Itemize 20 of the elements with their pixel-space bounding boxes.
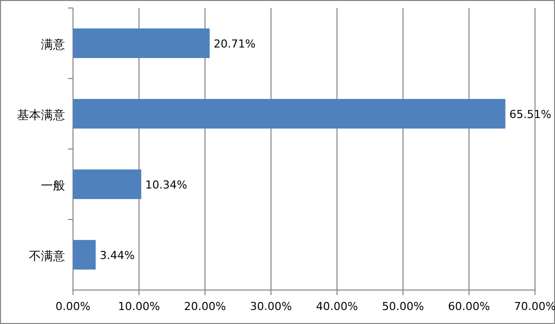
x-tick-label: 40.00% (316, 300, 358, 313)
x-tick-label: 70.00% (514, 300, 555, 313)
bar (73, 28, 210, 58)
y-tick-label: 一般 (41, 178, 65, 192)
x-tick-label: 10.00% (118, 300, 160, 313)
x-tick-label: 30.00% (250, 300, 292, 313)
bar (73, 240, 96, 270)
y-tick-label: 不满意 (29, 248, 65, 263)
x-tick-label: 0.00% (56, 300, 90, 313)
x-tick-label: 60.00% (448, 300, 490, 313)
x-tick-label: 50.00% (382, 300, 424, 313)
bar (73, 169, 142, 200)
y-tick-label: 基本满意 (17, 108, 65, 122)
y-tick-label: 满意 (41, 37, 65, 52)
x-tick-label: 20.00% (184, 300, 226, 313)
data-label: 10.34% (145, 178, 188, 192)
data-label: 3.44% (100, 248, 135, 262)
data-label: 20.71% (214, 37, 256, 50)
bar (73, 98, 506, 129)
data-label: 65.51% (509, 108, 552, 121)
